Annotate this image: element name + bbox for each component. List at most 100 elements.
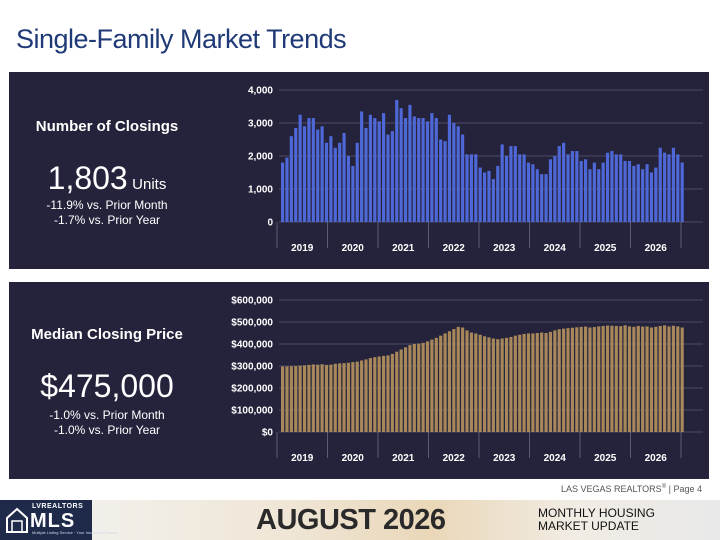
closings-bar <box>338 142 342 222</box>
price-bar <box>504 337 509 432</box>
closings-bar <box>610 151 614 222</box>
closings-bar <box>302 126 307 222</box>
price-bar <box>522 333 526 432</box>
price-bar <box>294 366 298 432</box>
closings-y-tick-label: 1,000 <box>248 185 273 196</box>
closings-bar <box>474 154 478 222</box>
price-bar <box>531 333 535 432</box>
price-bar <box>649 327 654 432</box>
price-bar <box>417 343 421 432</box>
closings-bar <box>496 165 500 222</box>
closings-bar <box>619 154 623 222</box>
price-bar <box>483 336 487 432</box>
price-bar <box>298 365 302 432</box>
closings-bar <box>575 151 579 222</box>
closings-bar <box>351 165 355 222</box>
page-number: | Page 4 <box>666 484 702 494</box>
price-bar <box>333 363 337 432</box>
price-bar <box>342 363 346 432</box>
closings-panel: Number of Closings 1,803 Units -11.9% vs… <box>9 72 709 269</box>
closings-bar <box>329 136 333 222</box>
closings-bar <box>491 179 495 222</box>
price-bar <box>364 359 368 432</box>
closings-bar <box>509 146 513 222</box>
closings-bar <box>671 147 675 222</box>
price-y-tick-label: $100,000 <box>231 406 273 417</box>
report-name: MONTHLY HOUSING MARKET UPDATE <box>538 507 655 533</box>
price-bar <box>658 325 662 432</box>
closings-x-tick-label: 2024 <box>544 243 567 254</box>
price-bar <box>540 332 544 432</box>
closings-bar <box>443 141 447 222</box>
price-bar <box>281 366 285 432</box>
price-bar <box>386 355 390 432</box>
price-value-line: $475,000 <box>9 368 205 405</box>
closings-bar <box>658 147 662 222</box>
closings-bar <box>439 139 443 222</box>
closings-bar <box>487 170 491 222</box>
price-bar <box>500 338 504 432</box>
closings-bar <box>399 108 403 222</box>
price-vs-year: -1.0% vs. Prior Year <box>53 423 161 437</box>
price-bar <box>329 364 333 432</box>
closings-bar <box>281 162 285 222</box>
closings-bar <box>342 132 346 222</box>
price-x-tick-label: 2022 <box>443 453 466 464</box>
house-logo-icon <box>6 507 28 533</box>
price-bar <box>346 362 351 432</box>
closings-bar <box>588 169 592 222</box>
closings-x-tick-label: 2021 <box>392 243 415 254</box>
closings-bar <box>601 162 605 222</box>
closings-bar <box>544 174 548 222</box>
price-bar <box>456 326 460 432</box>
closings-bar <box>452 123 456 222</box>
price-bar <box>663 325 667 432</box>
closings-x-tick-label: 2025 <box>594 243 617 254</box>
price-y-tick-label: $0 <box>262 428 274 439</box>
price-bar <box>285 366 289 432</box>
price-y-tick-label: $500,000 <box>231 318 273 329</box>
price-bar <box>680 327 684 432</box>
price-bar <box>496 339 500 432</box>
closings-bar <box>364 127 368 222</box>
price-x-tick-label: 2020 <box>342 453 365 464</box>
closings-label: Number of Closings <box>35 118 179 135</box>
closings-bar <box>676 154 680 222</box>
price-bar <box>452 329 456 432</box>
price-x-tick-label: 2023 <box>493 453 516 464</box>
closings-bar <box>641 169 645 222</box>
price-bar <box>425 341 430 432</box>
price-bar <box>368 358 372 432</box>
price-bar <box>513 335 517 432</box>
price-bar <box>619 326 623 432</box>
page-title: Single-Family Market Trends <box>16 24 347 54</box>
closings-bar-chart: 4,000 3,000 2,000 1,000 0 2019 2020 2021 2022 202… <box>248 86 703 254</box>
closings-bar <box>461 134 465 222</box>
closings-bar <box>483 172 487 222</box>
closings-bar <box>417 118 421 222</box>
closings-bar <box>597 169 601 222</box>
closings-bar <box>478 167 482 222</box>
closings-bar <box>526 162 531 222</box>
closings-bar <box>465 154 469 222</box>
closings-bar <box>623 160 627 222</box>
closings-bar <box>421 118 425 222</box>
price-bar <box>316 364 320 432</box>
price-bar <box>360 360 364 432</box>
closings-bar <box>667 154 671 222</box>
price-value: $475,000 <box>40 368 174 404</box>
report-name-line2: MARKET UPDATE <box>538 519 639 533</box>
price-bar <box>355 361 359 432</box>
closings-bar <box>307 118 311 222</box>
closings-bar <box>447 114 452 222</box>
price-bar <box>614 325 618 432</box>
price-bar <box>654 326 658 432</box>
price-bar <box>579 326 583 432</box>
closings-bar <box>649 172 654 222</box>
closings-bar <box>566 154 570 222</box>
mls-logo <box>0 500 92 540</box>
closings-x-tick-label: 2023 <box>493 243 516 254</box>
closings-bar <box>430 113 434 222</box>
price-vs-month: -1.0% vs. Prior Month <box>49 408 165 422</box>
price-bar <box>610 325 614 432</box>
